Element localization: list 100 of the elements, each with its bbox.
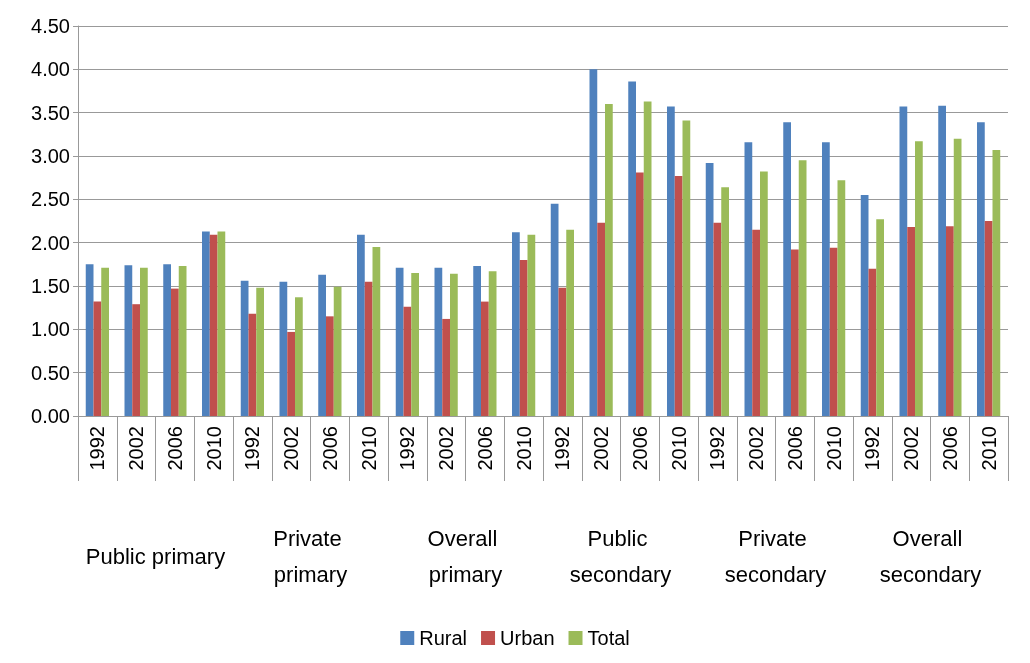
x-tick-label: 1992 (551, 426, 574, 471)
bar (295, 297, 303, 416)
bar (992, 149, 1001, 416)
bar (682, 120, 691, 416)
bar (287, 331, 295, 416)
x-tick-label: 2002 (125, 426, 148, 471)
y-tick-label: 1.50 (31, 275, 70, 297)
x-tick-label: 2002 (435, 426, 458, 471)
bar (837, 180, 846, 416)
bar (783, 122, 791, 416)
x-tick-label: 1992 (396, 426, 419, 471)
bar (550, 203, 559, 416)
bar (178, 266, 187, 416)
bar (760, 171, 768, 416)
bar (643, 101, 652, 416)
bar (171, 288, 179, 416)
bar (605, 104, 613, 416)
bar (519, 260, 528, 416)
x-tick-label: 2010 (357, 426, 380, 471)
y-tick-label: 4.00 (31, 58, 70, 81)
bar (93, 301, 102, 416)
y-tick-label: 2.50 (31, 188, 70, 211)
x-tick-label: 2010 (977, 426, 1000, 471)
bar (434, 267, 443, 416)
bar (217, 231, 226, 416)
bar (527, 234, 536, 416)
bar (326, 316, 334, 416)
bar (597, 222, 605, 416)
x-tick-label: 2002 (280, 426, 303, 471)
bar (938, 105, 946, 416)
y-tick-label: 2.00 (31, 231, 70, 254)
bar (977, 122, 985, 416)
x-tick-label: 2006 (628, 426, 651, 471)
bar (101, 267, 109, 416)
bar (822, 142, 830, 416)
text: Private secondary (724, 525, 827, 587)
bar (674, 175, 683, 416)
bar (558, 287, 567, 416)
bar (372, 247, 381, 416)
legend-label: Urban (500, 627, 555, 649)
bar (403, 306, 412, 416)
bar (395, 267, 404, 416)
bar (667, 106, 675, 416)
bar (512, 232, 520, 416)
bar (721, 187, 729, 416)
bar (907, 227, 915, 416)
bar (411, 273, 419, 416)
bar (798, 160, 807, 416)
bar (744, 142, 753, 416)
x-tick-label: 1992 (241, 426, 264, 471)
x-tick-label: 2006 (318, 426, 341, 471)
bar (364, 281, 373, 416)
text: Overall secondary (879, 525, 982, 587)
x-tick-label: 2002 (745, 426, 768, 471)
bar (705, 162, 714, 416)
x-tick-label: 2002 (900, 426, 923, 471)
x-tick-label: 2002 (590, 426, 613, 471)
x-tick-label: 1992 (706, 426, 729, 471)
bar (481, 301, 489, 416)
bar (829, 247, 838, 416)
bar (946, 226, 954, 416)
bar (132, 304, 140, 416)
bar (124, 265, 133, 416)
bar (752, 229, 760, 416)
x-tick-label: 2006 (163, 426, 186, 471)
text: Public secondary (569, 525, 672, 587)
bar (566, 229, 574, 416)
x-tick-label: 1992 (861, 426, 884, 471)
x-tick-label: 2006 (938, 426, 961, 471)
x-tick-label: 1992 (86, 426, 109, 471)
bar (318, 274, 326, 416)
bar (589, 69, 598, 416)
bar (628, 81, 636, 416)
bar (163, 264, 171, 416)
legend-label: Total (587, 627, 630, 649)
text: Private primary (273, 525, 348, 587)
bar (915, 141, 923, 416)
bar (248, 313, 257, 416)
text: Public primary (85, 543, 226, 569)
text: Overall primary (427, 525, 504, 587)
legend-label: Rural (419, 627, 468, 649)
bar (488, 271, 497, 416)
y-tick-label: 4.50 (31, 15, 70, 37)
bar (450, 273, 458, 416)
x-tick-label: 2006 (783, 426, 806, 471)
x-tick-label: 2010 (202, 426, 225, 471)
bar (860, 195, 869, 416)
bar (953, 138, 962, 416)
x-tick-label: 2006 (473, 426, 496, 471)
bar (209, 234, 218, 416)
bar (279, 281, 288, 416)
bar (202, 231, 210, 416)
y-tick-label: 3.00 (31, 145, 70, 167)
bar (868, 268, 877, 416)
bar (636, 172, 644, 416)
bar (984, 221, 993, 416)
bar (357, 234, 365, 416)
bar (85, 264, 94, 416)
bar (713, 222, 722, 416)
x-tick-label: 2010 (512, 426, 535, 471)
